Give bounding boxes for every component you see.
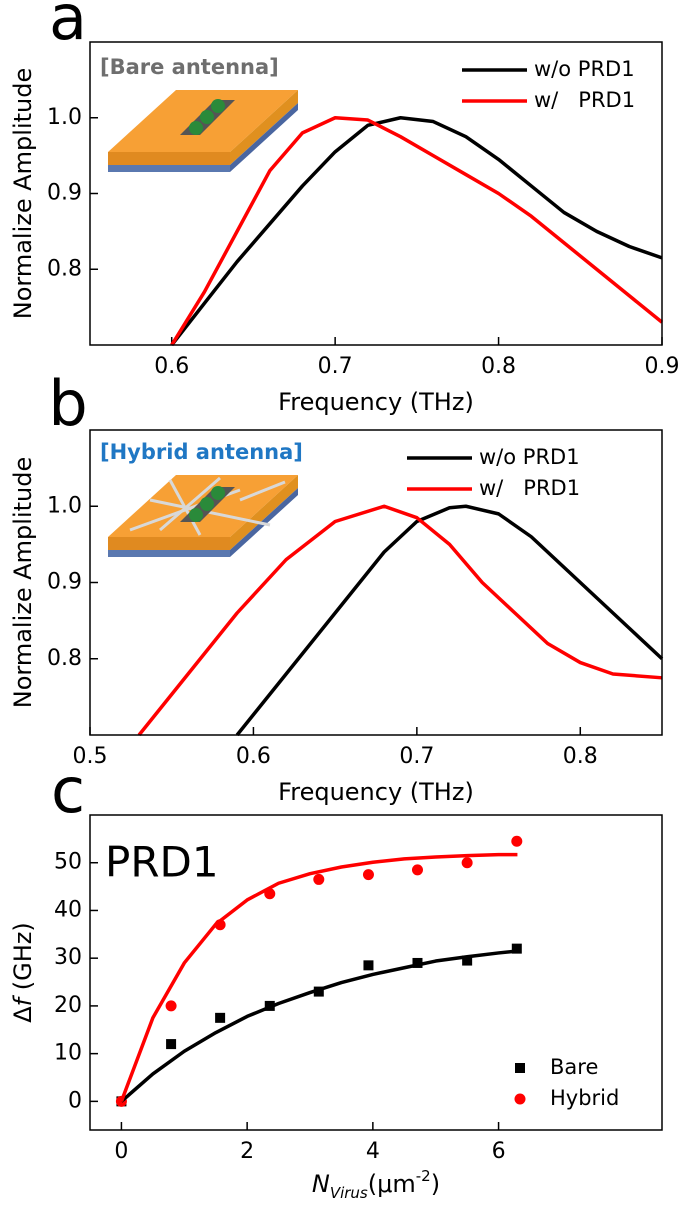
x-tick-label: 0.8	[563, 744, 598, 769]
marker	[215, 1012, 226, 1023]
marker	[165, 1000, 177, 1012]
marker	[511, 943, 522, 954]
y-tick-label: 0.8	[47, 256, 82, 281]
x-tick-label: 0.7	[318, 354, 353, 379]
x-axis-label: Frequency (THz)	[278, 778, 474, 806]
annotation: [Bare antenna]	[100, 55, 279, 79]
y-tick-label: 0.9	[47, 570, 82, 595]
inset-bare	[108, 90, 298, 172]
y-tick-label: 40	[54, 897, 82, 922]
x-axis-label: NVirus(μm-2)	[312, 1167, 440, 1202]
plot-frame	[89, 41, 663, 346]
data-line	[119, 852, 518, 1102]
y-axis-label: Δf (GHz)	[9, 922, 37, 1022]
panel-letter: a	[49, 0, 87, 54]
y-tick-label: 0.9	[47, 181, 82, 206]
x-tick-label: 0.8	[481, 354, 516, 379]
y-axis-label: Normalize Amplitude	[9, 457, 37, 708]
y-tick-label: 1.0	[47, 105, 82, 130]
data-line	[137, 504, 663, 737]
marker	[313, 986, 324, 997]
x-tick-label: 0.9	[645, 354, 680, 379]
panel-letter: b	[48, 367, 87, 440]
marker	[462, 955, 473, 966]
x-axis-label-part: N	[312, 1170, 330, 1198]
x-axis-label-part: Virus	[330, 1184, 368, 1202]
data-line	[235, 504, 664, 737]
legend-label: w/o PRD1	[479, 445, 580, 469]
marker	[511, 835, 523, 847]
legend-label: w/o PRD1	[534, 57, 635, 81]
marker	[362, 869, 374, 881]
annotation: [Hybrid antenna]	[100, 440, 303, 464]
y-tick-label: 0.8	[47, 646, 82, 671]
x-tick-label: 6	[492, 1139, 506, 1164]
y-tick-label: 50	[54, 850, 82, 875]
marker	[412, 957, 423, 968]
x-tick-label: 0.7	[399, 744, 434, 769]
x-tick-label: 2	[240, 1139, 254, 1164]
x-axis-label-part: -2	[416, 1167, 431, 1185]
x-tick-label: 0	[114, 1139, 128, 1164]
marker	[166, 1039, 177, 1050]
y-axis-label: Normalize Amplitude	[9, 68, 37, 319]
x-axis-label: Frequency (THz)	[278, 388, 474, 416]
y-axis-label-part: Δ	[9, 1006, 37, 1023]
legend-label: Hybrid	[550, 1086, 619, 1110]
x-axis-label-part: )	[431, 1170, 440, 1198]
legend-swatch	[514, 1093, 526, 1105]
legend-label: w/ PRD1	[534, 88, 635, 112]
data-line	[170, 116, 664, 346]
legend-label: Bare	[550, 1055, 598, 1079]
x-tick-label: 0.6	[154, 354, 189, 379]
x-tick-label: 0.6	[236, 744, 271, 769]
legend-label: w/ PRD1	[479, 476, 580, 500]
y-tick-label: 1.0	[47, 493, 82, 518]
y-tick-label: 30	[54, 945, 82, 970]
data-line	[170, 116, 663, 347]
y-tick-label: 20	[54, 993, 82, 1018]
x-tick-label: 0.5	[73, 744, 108, 769]
plot-frame	[89, 429, 663, 736]
y-axis-label-part: (GHz)	[9, 922, 37, 998]
panel-letter: c	[51, 754, 85, 827]
plot-frame	[89, 814, 663, 1131]
marker	[461, 857, 473, 869]
marker	[313, 873, 325, 885]
inset-hybrid	[108, 475, 298, 557]
legend-swatch	[515, 1063, 525, 1073]
x-tick-label: 4	[366, 1139, 380, 1164]
annotation: PRD1	[105, 838, 219, 887]
x-axis-label-part: (μm	[368, 1170, 416, 1198]
y-tick-label: 0	[68, 1088, 82, 1113]
marker	[411, 864, 423, 876]
y-tick-label: 10	[54, 1041, 82, 1066]
marker	[363, 960, 374, 971]
data-line	[120, 949, 518, 1103]
